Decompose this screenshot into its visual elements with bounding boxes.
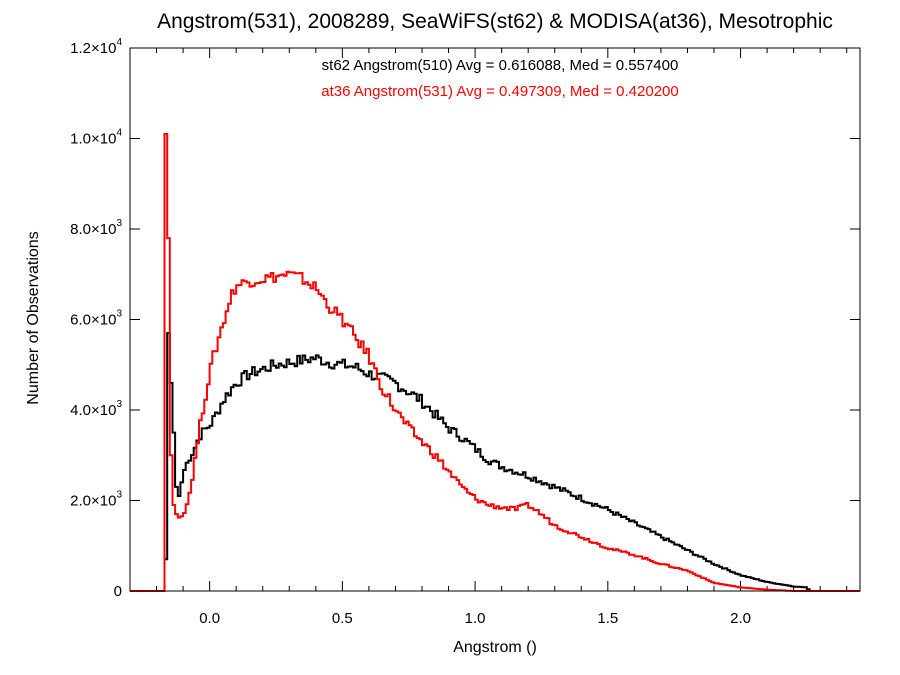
y-tick-label: 2.0×103: [70, 490, 122, 510]
x-tick-label: 0.5: [332, 610, 353, 627]
y-tick-mantissa: 4.0×10: [70, 402, 116, 419]
y-tick-exponent: 4: [116, 128, 122, 139]
y-tick-label: 6.0×103: [70, 309, 122, 329]
annotation-at36: at36 Angstrom(531) Avg = 0.497309, Med =…: [321, 83, 679, 100]
x-axis-ticks: 0.0 0.5 1.0 1.5 2.0: [156, 48, 848, 627]
y-tick-mantissa: 8.0×10: [70, 221, 116, 238]
chart-title: Angstrom(531), 2008289, SeaWiFS(st62) & …: [157, 10, 833, 33]
y-axis-ticks: 02.0×1034.0×1036.0×1038.0×1031.0×1041.2×…: [70, 37, 860, 600]
series-line-1: [130, 133, 860, 592]
x-axis-label: Angstrom (): [453, 639, 537, 656]
y-tick-exponent: 3: [116, 399, 122, 410]
series-line-0: [130, 332, 860, 592]
plot-frame: [129, 47, 861, 592]
y-tick-mantissa: 6.0×10: [70, 312, 116, 329]
x-tick-label: 1.0: [465, 610, 486, 627]
y-tick-exponent: 3: [116, 218, 122, 229]
series-group: [130, 133, 860, 592]
y-tick-exponent: 3: [116, 490, 122, 501]
y-tick-label: 0: [114, 583, 122, 600]
y-tick-mantissa: 1.2×10: [70, 40, 116, 57]
x-tick-label: 2.0: [730, 610, 751, 627]
x-tick-label: 1.5: [597, 610, 618, 627]
y-tick-exponent: 3: [116, 309, 122, 320]
y-axis-label: Number of Observations: [25, 231, 42, 404]
x-tick-label: 0.0: [199, 610, 220, 627]
y-tick-label: 1.2×104: [70, 37, 122, 57]
y-tick-exponent: 4: [116, 37, 122, 48]
y-tick-label: 8.0×103: [70, 218, 122, 238]
y-tick-mantissa: 0: [114, 583, 122, 600]
y-tick-mantissa: 2.0×10: [70, 493, 116, 510]
annotation-st62: st62 Angstrom(510) Avg = 0.616088, Med =…: [322, 57, 679, 74]
y-tick-label: 4.0×103: [70, 399, 122, 419]
y-tick-mantissa: 1.0×10: [70, 131, 116, 148]
y-tick-label: 1.0×104: [70, 128, 122, 148]
